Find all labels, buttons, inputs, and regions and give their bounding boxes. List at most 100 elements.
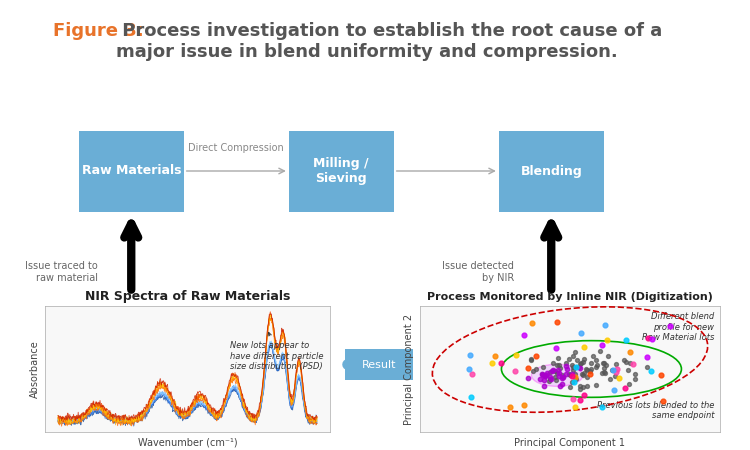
Point bbox=[573, 364, 585, 371]
Point bbox=[509, 367, 521, 374]
Text: Result: Result bbox=[362, 360, 396, 369]
Point bbox=[561, 365, 573, 373]
Point bbox=[538, 372, 550, 379]
Point bbox=[553, 373, 565, 380]
Point bbox=[554, 383, 566, 390]
Point bbox=[606, 366, 618, 373]
Point bbox=[578, 369, 590, 376]
Point bbox=[518, 401, 530, 408]
Point bbox=[560, 362, 572, 369]
Text: Blending: Blending bbox=[520, 165, 582, 177]
Point bbox=[570, 363, 582, 370]
Point bbox=[566, 378, 578, 386]
Point bbox=[580, 373, 592, 380]
Point bbox=[562, 356, 574, 363]
Point bbox=[598, 364, 610, 371]
Text: Process investigation to establish the root cause of a
major issue in blend unif: Process investigation to establish the r… bbox=[116, 22, 662, 61]
Point bbox=[465, 394, 477, 401]
Point bbox=[551, 369, 563, 376]
Point bbox=[610, 360, 622, 368]
Point bbox=[574, 329, 586, 336]
Point bbox=[546, 367, 558, 374]
Point bbox=[644, 367, 656, 374]
Point bbox=[538, 376, 550, 383]
Point bbox=[619, 384, 631, 392]
Point bbox=[550, 361, 562, 369]
Point bbox=[547, 366, 559, 373]
Ellipse shape bbox=[532, 364, 583, 386]
Point bbox=[609, 373, 621, 380]
Point bbox=[545, 375, 557, 382]
Point bbox=[522, 364, 534, 371]
Point bbox=[556, 373, 568, 380]
FancyBboxPatch shape bbox=[79, 130, 184, 212]
Point bbox=[570, 363, 582, 370]
Point bbox=[510, 351, 522, 358]
Point bbox=[655, 371, 667, 378]
Point bbox=[463, 365, 475, 372]
Point bbox=[569, 349, 581, 356]
Point bbox=[574, 385, 586, 392]
Point bbox=[563, 383, 575, 391]
Point bbox=[486, 359, 498, 366]
Point bbox=[544, 374, 556, 381]
Text: Previous lots blended to the
same endpoint: Previous lots blended to the same endpoi… bbox=[597, 400, 714, 420]
Point bbox=[574, 364, 586, 372]
Point bbox=[551, 319, 563, 326]
Point bbox=[608, 387, 620, 394]
Point bbox=[657, 398, 669, 405]
Point bbox=[578, 343, 590, 351]
Point bbox=[542, 369, 554, 377]
X-axis label: Wavenumber (cm⁻¹): Wavenumber (cm⁻¹) bbox=[138, 437, 237, 448]
Point bbox=[540, 371, 552, 378]
Point bbox=[590, 356, 602, 364]
Point bbox=[596, 403, 608, 410]
Point bbox=[567, 366, 579, 373]
Text: Figure 3:: Figure 3: bbox=[53, 22, 143, 40]
Point bbox=[488, 352, 500, 359]
Point bbox=[624, 348, 636, 355]
Point bbox=[580, 366, 592, 373]
Point bbox=[641, 334, 653, 342]
Point bbox=[599, 369, 611, 377]
Point bbox=[596, 342, 608, 349]
Point bbox=[466, 371, 478, 378]
Point bbox=[562, 371, 574, 378]
Y-axis label: Absorbance: Absorbance bbox=[29, 340, 40, 398]
Point bbox=[585, 365, 597, 373]
Point bbox=[566, 372, 578, 379]
Point bbox=[536, 370, 548, 377]
Point bbox=[584, 367, 596, 374]
Text: Issue traced to
raw material: Issue traced to raw material bbox=[25, 261, 98, 283]
Point bbox=[526, 356, 538, 364]
Point bbox=[574, 396, 586, 404]
Point bbox=[537, 372, 549, 379]
Point bbox=[537, 364, 549, 371]
FancyBboxPatch shape bbox=[345, 349, 412, 380]
FancyBboxPatch shape bbox=[289, 130, 394, 212]
Point bbox=[572, 356, 584, 364]
Text: Direct Compression: Direct Compression bbox=[188, 143, 284, 153]
Point bbox=[596, 359, 608, 366]
Point bbox=[629, 370, 641, 377]
Point bbox=[518, 331, 530, 338]
Point bbox=[569, 373, 581, 380]
Point bbox=[604, 376, 616, 383]
Point bbox=[622, 380, 634, 387]
Point bbox=[554, 361, 566, 369]
Point bbox=[595, 348, 607, 355]
Point bbox=[527, 368, 539, 375]
Point bbox=[578, 392, 590, 399]
Point bbox=[598, 360, 610, 367]
Point bbox=[602, 352, 614, 360]
Point bbox=[620, 359, 632, 366]
X-axis label: Principal Component 1: Principal Component 1 bbox=[514, 437, 625, 448]
Point bbox=[569, 370, 581, 378]
Point bbox=[575, 360, 587, 367]
Point bbox=[552, 366, 564, 373]
Point bbox=[640, 353, 652, 360]
Point bbox=[599, 362, 611, 369]
Point bbox=[494, 359, 506, 366]
Point bbox=[574, 360, 586, 368]
Point bbox=[622, 366, 634, 373]
